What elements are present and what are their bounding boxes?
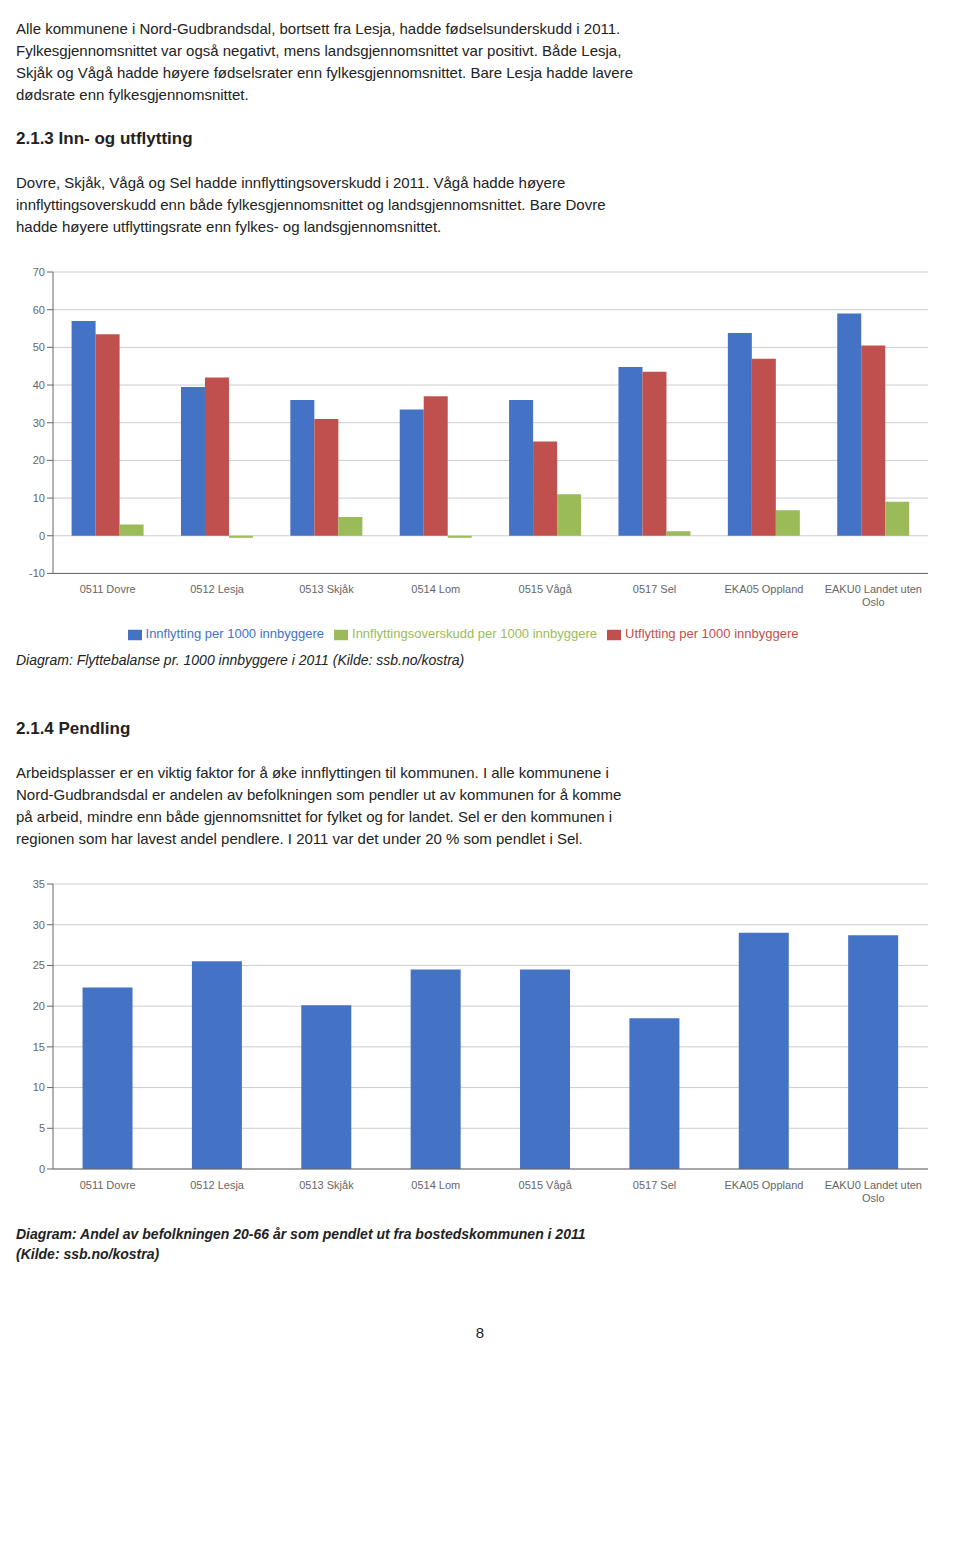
html-text:Innflyttingsoverskudd per 1000: Innflyttingsoverskudd per 1000 innbygger… — [352, 626, 597, 642]
html-text:Fylkesgjennomsnittet var også: Fylkesgjennomsnittet var også negativt, … — [16, 42, 622, 59]
html-text:Dovre, Skjåk, Vågå og Sel hadd: Dovre, Skjåk, Vågå og Sel hadde innflytt… — [16, 174, 566, 191]
svg-text:0517 Sel: 0517 Sel — [633, 583, 676, 595]
svg-text:40: 40 — [33, 379, 45, 391]
html-text:Nord-Gudbrandsdal er andelen a: Nord-Gudbrandsdal er andelen av befolkni… — [16, 786, 622, 803]
html-text:2.1.4 Pendling: 2.1.4 Pendling — [16, 719, 131, 738]
svg-text:0: 0 — [39, 530, 45, 542]
html-text:Diagram: Flyttebalanse pr. 100: Diagram: Flyttebalanse pr. 1000 innbygge… — [16, 652, 465, 668]
svg-text:50: 50 — [33, 341, 45, 353]
svg-text:0515 Vågå: 0515 Vågå — [519, 1179, 573, 1191]
html-text:Innflytting per 1000 innbygger: Innflytting per 1000 innbyggere — [145, 626, 324, 642]
svg-text:0513 Skjåk: 0513 Skjåk — [299, 583, 354, 595]
svg-text:0512 Lesja: 0512 Lesja — [190, 583, 245, 595]
html-text:Arbeidsplasser er en viktig fa: Arbeidsplasser er en viktig faktor for å… — [16, 764, 609, 781]
svg-text:10: 10 — [33, 1081, 45, 1093]
html-text:hadde høyere utflyttingsrate e: hadde høyere utflyttingsrate enn fylkes-… — [16, 218, 442, 235]
html-text:på arbeid, mindre enn både gje: på arbeid, mindre enn både gjennomsnitte… — [16, 808, 613, 825]
html-text:regionen som har lavest andel: regionen som har lavest andel pendlere. … — [16, 830, 583, 847]
html-text:Utflytting per 1000 innbyggere: Utflytting per 1000 innbyggere — [625, 626, 799, 642]
svg-text:20: 20 — [33, 1000, 45, 1012]
html-text:Skjåk og Vågå hadde høyere fød: Skjåk og Vågå hadde høyere fødselsrater … — [16, 64, 633, 81]
html-text:innflyttingsoverskudd enn både: innflyttingsoverskudd enn både fylkesgje… — [16, 196, 606, 213]
html-text:(Kilde: ssb.no/kostra): (Kilde: ssb.no/kostra) — [16, 1246, 160, 1262]
svg-text:5: 5 — [39, 1122, 45, 1134]
svg-text:70: 70 — [33, 266, 45, 278]
svg-text:EAKU0 Landet utenOslo: EAKU0 Landet utenOslo — [825, 583, 922, 608]
svg-text:0: 0 — [39, 1163, 45, 1175]
svg-text:20: 20 — [33, 454, 45, 466]
html-text:Alle kommunene i Nord-Gudbrand: Alle kommunene i Nord-Gudbrandsdal, bort… — [16, 20, 621, 37]
svg-text:EKA05 Oppland: EKA05 Oppland — [724, 1179, 803, 1191]
svg-text:15: 15 — [33, 1041, 45, 1053]
svg-text:0511 Dovre: 0511 Dovre — [80, 583, 136, 595]
svg-text:0511 Dovre: 0511 Dovre — [80, 1179, 136, 1191]
svg-text:0514 Lom: 0514 Lom — [411, 1179, 460, 1191]
svg-text:EKA05 Oppland: EKA05 Oppland — [724, 583, 803, 595]
svg-text:EAKU0 Landet utenOslo: EAKU0 Landet utenOslo — [825, 1179, 922, 1204]
svg-text:60: 60 — [33, 304, 45, 316]
svg-text:35: 35 — [33, 878, 45, 890]
svg-text:25: 25 — [33, 959, 45, 971]
svg-text:0513 Skjåk: 0513 Skjåk — [299, 1179, 354, 1191]
svg-text:0512 Lesja: 0512 Lesja — [190, 1179, 245, 1191]
svg-text:30: 30 — [33, 919, 45, 931]
svg-text:30: 30 — [33, 417, 45, 429]
svg-text:0517 Sel: 0517 Sel — [633, 1179, 676, 1191]
svg-text:-10: -10 — [29, 567, 45, 579]
html-text:Diagram: Andel av befolkningen: Diagram: Andel av befolkningen 20-66 år … — [16, 1226, 586, 1242]
svg-text:0514 Lom: 0514 Lom — [411, 583, 460, 595]
html-text:dødsrate enn fylkesgjennomsnit: dødsrate enn fylkesgjennomsnittet. — [16, 86, 249, 103]
html-text:2.1.3 Inn- og utflytting: 2.1.3 Inn- og utflytting — [16, 129, 193, 148]
html-text:8: 8 — [475, 1324, 485, 1341]
svg-text:0515 Vågå: 0515 Vågå — [519, 583, 573, 595]
svg-text:10: 10 — [33, 492, 45, 504]
